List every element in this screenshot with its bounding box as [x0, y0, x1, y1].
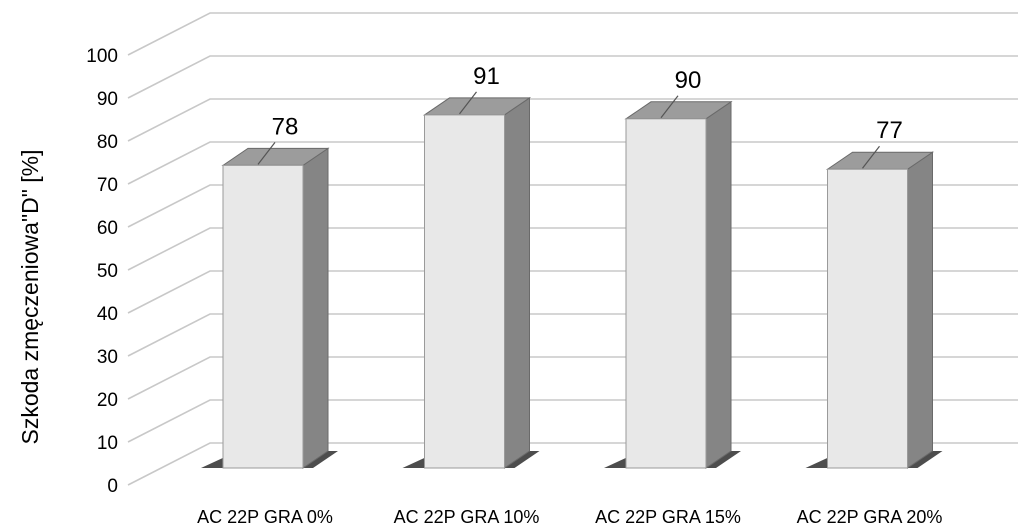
y-tick-label: 90: [97, 89, 118, 110]
gridline: [127, 12, 1018, 56]
bar: [221, 141, 330, 469]
x-category-label: AC 22P GRA 20%: [797, 507, 943, 527]
y-axis-title: Szkoda zmęczeniowa"D" [%]: [17, 149, 43, 444]
x-category-label: AC 22P GRA 10%: [394, 507, 540, 527]
data-labels: 78 91 90 77: [272, 63, 903, 144]
gridline: [127, 227, 1018, 271]
y-tick-label: 60: [97, 218, 118, 239]
gridline: [127, 184, 1018, 228]
bar-front: [424, 114, 505, 469]
gridline: [127, 270, 1018, 314]
bar-front: [222, 164, 304, 469]
y-tick-label: 40: [97, 304, 118, 325]
data-label: 91: [473, 63, 500, 90]
gridline: [127, 356, 1018, 400]
gridline: [127, 399, 1018, 443]
bar-side: [907, 151, 933, 469]
bar-side: [504, 96, 530, 469]
x-category-label: AC 22P GRA 15%: [595, 507, 741, 527]
data-label: 90: [675, 67, 702, 94]
bars: [221, 91, 935, 469]
gridlines: [127, 12, 1018, 486]
label-leader: [257, 141, 276, 165]
label-leader: [459, 91, 477, 115]
data-label: 77: [876, 117, 903, 144]
bar-front: [827, 168, 908, 469]
y-tick-label: 80: [97, 132, 118, 153]
gridline: [127, 98, 1018, 142]
bar-side: [705, 100, 732, 469]
y-tick-label: 100: [86, 46, 118, 67]
y-tick-label: 50: [97, 261, 118, 282]
y-tick-label: 70: [97, 175, 118, 196]
y-tick-label: 30: [97, 347, 118, 368]
gridline: [127, 55, 1018, 99]
gridline: [127, 313, 1018, 357]
label-leader: [660, 95, 679, 119]
label-leader: [862, 145, 880, 169]
y-tick-label: 0: [107, 476, 118, 497]
y-tick-label: 10: [97, 433, 118, 454]
bar: [624, 95, 733, 469]
x-axis-categories: AC 22P GRA 0% AC 22P GRA 10% AC 22P GRA 15…: [197, 507, 942, 527]
bar: [825, 145, 935, 469]
data-label: 78: [272, 113, 299, 140]
bar-side: [302, 147, 329, 469]
x-category-label: AC 22P GRA 0%: [197, 507, 333, 527]
gridline: [127, 442, 1018, 486]
gridline: [127, 141, 1018, 185]
y-tick-label: 20: [97, 390, 118, 411]
y-axis-ticks: 0 10 20 30 40 50 60 70 80 90 100: [86, 46, 118, 497]
bar: [422, 91, 532, 469]
bar-front: [625, 118, 707, 469]
